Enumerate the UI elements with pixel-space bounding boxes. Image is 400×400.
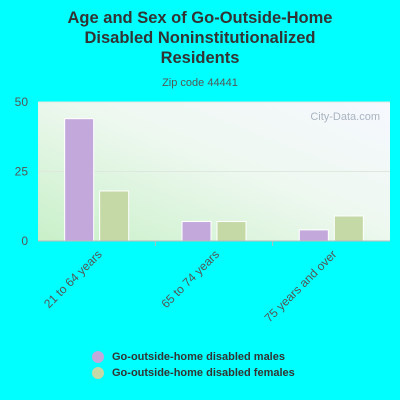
legend-label-females: Go-outside-home disabled females xyxy=(112,367,295,379)
chart-title-line-3: Residents xyxy=(160,49,240,67)
bar-females xyxy=(216,221,247,242)
legend-item-females: Go-outside-home disabled females xyxy=(92,365,295,381)
bar-females xyxy=(99,190,130,242)
legend-item-males: Go-outside-home disabled males xyxy=(92,349,295,365)
chart-title-line-1: Age and Sex of Go-Outside-Home xyxy=(67,9,333,27)
legend: Go-outside-home disabled males Go-outsid… xyxy=(92,349,295,381)
x-tick-label: 75 years and over xyxy=(262,247,340,325)
chart-subtitle: Zip code 44441 xyxy=(162,77,238,89)
chart-title: Age and Sex of Go-Outside-Home Disabled … xyxy=(0,8,400,68)
x-tick-label: 65 to 74 years xyxy=(158,247,222,311)
y-tick-label: 50 xyxy=(15,95,29,109)
bar-females xyxy=(333,215,364,242)
bar-males xyxy=(298,229,329,242)
bar-males xyxy=(64,118,95,242)
legend-dot-males xyxy=(92,351,104,363)
chart-title-line-2: Disabled Noninstitutionalized xyxy=(84,29,316,47)
legend-label-males: Go-outside-home disabled males xyxy=(112,351,285,363)
y-tick-label: 0 xyxy=(21,234,28,248)
x-tick-label: 21 to 64 years xyxy=(41,247,105,311)
legend-dot-females xyxy=(92,367,104,379)
watermark: City-Data.com xyxy=(310,111,380,123)
bar-males xyxy=(181,221,212,242)
y-tick-label: 25 xyxy=(15,165,29,179)
